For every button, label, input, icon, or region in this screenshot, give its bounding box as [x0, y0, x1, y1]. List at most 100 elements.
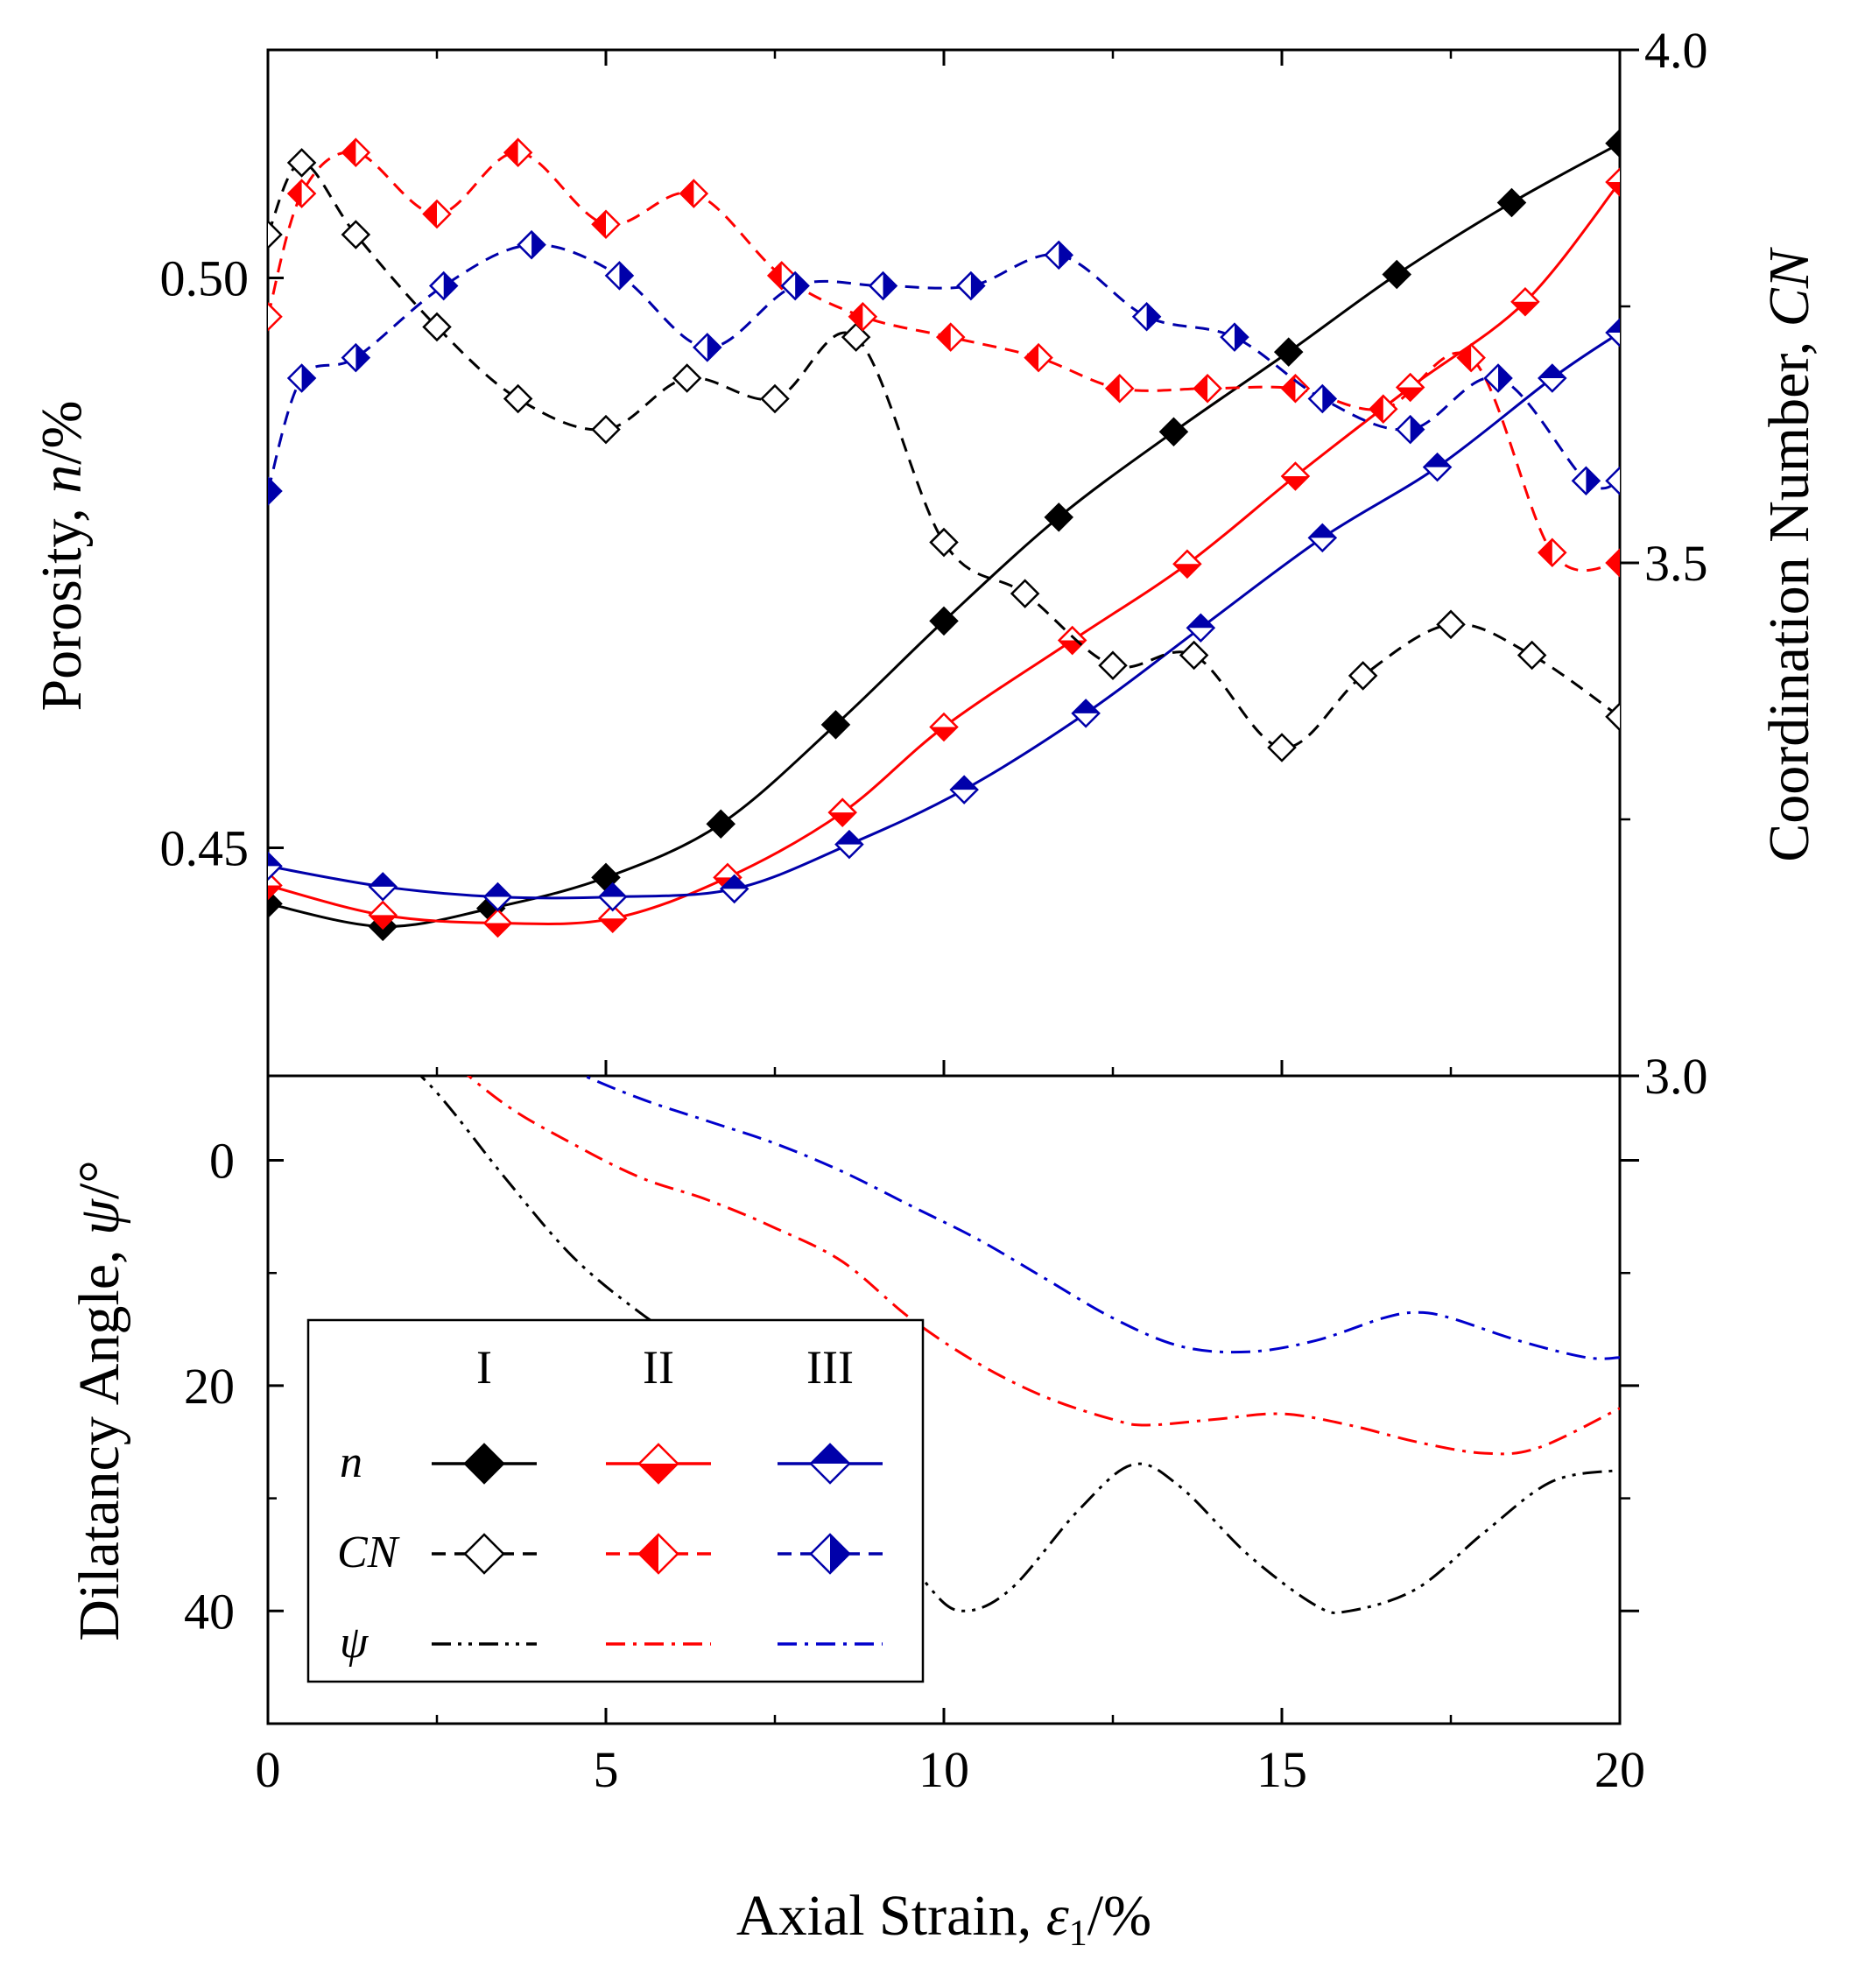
marker-half	[1458, 344, 1472, 371]
marker-outline	[1044, 502, 1074, 532]
marker-outline	[1220, 322, 1249, 352]
series-CN-III-point	[428, 270, 459, 301]
marker-outline	[929, 606, 959, 636]
marker-outline	[809, 1443, 851, 1485]
marker-outline	[268, 851, 283, 882]
marker-half	[1538, 539, 1552, 566]
marker-outline	[341, 342, 371, 373]
marker-half	[1397, 387, 1424, 401]
series-n-I-point	[1044, 502, 1074, 532]
marker-half	[504, 139, 518, 166]
series-CN-II-point	[1605, 548, 1620, 578]
marker-outline	[766, 261, 797, 291]
series-CN-III-point	[1044, 240, 1074, 270]
marker-outline	[1280, 373, 1311, 404]
marker-outline	[1369, 394, 1398, 424]
series-n-II-point	[1172, 549, 1202, 580]
marker-outline	[637, 1443, 679, 1485]
bottom-axis-title: Dilatancy Angle, ψ/°	[67, 1160, 131, 1640]
marker-outline	[956, 270, 986, 301]
series-n-II-point	[1605, 167, 1620, 197]
series-ψ-I-line	[419, 1076, 1620, 1615]
marker-outline	[1273, 337, 1304, 367]
series-n-III-point	[949, 775, 979, 804]
marker-base	[931, 529, 957, 556]
marker-outline	[1186, 613, 1216, 643]
series-n-III-point	[1186, 613, 1216, 643]
marker-outline	[827, 797, 857, 827]
marker-half	[1073, 699, 1100, 713]
marker-half	[1234, 324, 1248, 351]
marker-outline	[1605, 318, 1620, 348]
marker-outline	[1193, 373, 1222, 404]
series-n-I-point	[929, 606, 959, 636]
marker-outline	[286, 179, 317, 208]
series-CN-II-point	[1193, 373, 1222, 404]
marker-base	[1383, 261, 1411, 288]
marker-base	[1275, 339, 1302, 366]
marker-outline	[1395, 414, 1425, 445]
marker-base	[1438, 611, 1464, 638]
marker-base	[1180, 642, 1207, 669]
marker-outline	[637, 1533, 679, 1575]
marker-base	[288, 149, 315, 176]
marker-half	[1607, 550, 1620, 576]
legend: I II III n CN ψ	[306, 1318, 925, 1683]
series-CN-II-point	[848, 301, 878, 332]
marker-outline	[597, 903, 628, 934]
marker-outline	[1267, 733, 1297, 762]
series-CN-III-point	[268, 476, 283, 506]
legend-marker-n-I	[463, 1443, 505, 1485]
x-tick-label: 5	[594, 1741, 619, 1798]
marker-base	[1607, 130, 1620, 157]
marker-base	[268, 890, 281, 917]
marker-outline	[1422, 452, 1453, 482]
bottom-tick-label: 0	[209, 1133, 235, 1190]
series-n-II-point	[1280, 461, 1311, 491]
marker-outline	[1179, 640, 1209, 671]
series-n-I-point	[1158, 417, 1189, 447]
series-CN-III-point	[286, 363, 317, 393]
marker-outline	[820, 710, 851, 740]
marker-half	[937, 324, 951, 351]
series-CN-I-point	[1179, 640, 1209, 671]
marker-half	[268, 477, 281, 504]
legend-marker-n-III	[809, 1443, 851, 1485]
marker-half	[1369, 396, 1383, 423]
series-n-I-point	[706, 809, 736, 839]
marker-half	[707, 334, 721, 361]
right-tick-label: 3.0	[1644, 1048, 1708, 1105]
series-n-III-point	[1538, 363, 1567, 393]
marker-half	[268, 885, 281, 899]
marker-outline	[1605, 167, 1620, 197]
marker-base	[1160, 418, 1187, 446]
marker-base	[1518, 642, 1545, 669]
marker-base	[1269, 734, 1295, 761]
marker-outline	[503, 137, 533, 167]
marker-outline	[368, 911, 398, 942]
marker-outline	[517, 229, 546, 260]
marker-half	[1025, 344, 1039, 371]
marker-outline	[463, 1533, 505, 1575]
marker-base	[673, 365, 700, 392]
marker-outline	[463, 1443, 505, 1485]
marker-outline	[848, 301, 878, 332]
marker-half	[342, 139, 356, 166]
marker-outline	[1496, 187, 1527, 218]
series-n-I-point	[1605, 129, 1620, 158]
marker-half	[931, 727, 957, 741]
x-tick-label: 10	[918, 1741, 969, 1798]
series-CN-II-point	[1024, 342, 1053, 373]
marker-outline	[1605, 129, 1620, 158]
marker-outline	[604, 261, 635, 291]
marker-outline	[868, 270, 898, 301]
marker-half	[1538, 365, 1566, 379]
marker-outline	[482, 882, 513, 912]
marker-outline	[422, 312, 452, 342]
marker-outline	[597, 882, 628, 912]
marker-outline	[428, 270, 459, 301]
marker-outline	[760, 383, 790, 414]
series-CN-II-point	[341, 137, 371, 167]
series-n-II-point	[597, 903, 628, 934]
series-n-II-point	[368, 900, 398, 931]
